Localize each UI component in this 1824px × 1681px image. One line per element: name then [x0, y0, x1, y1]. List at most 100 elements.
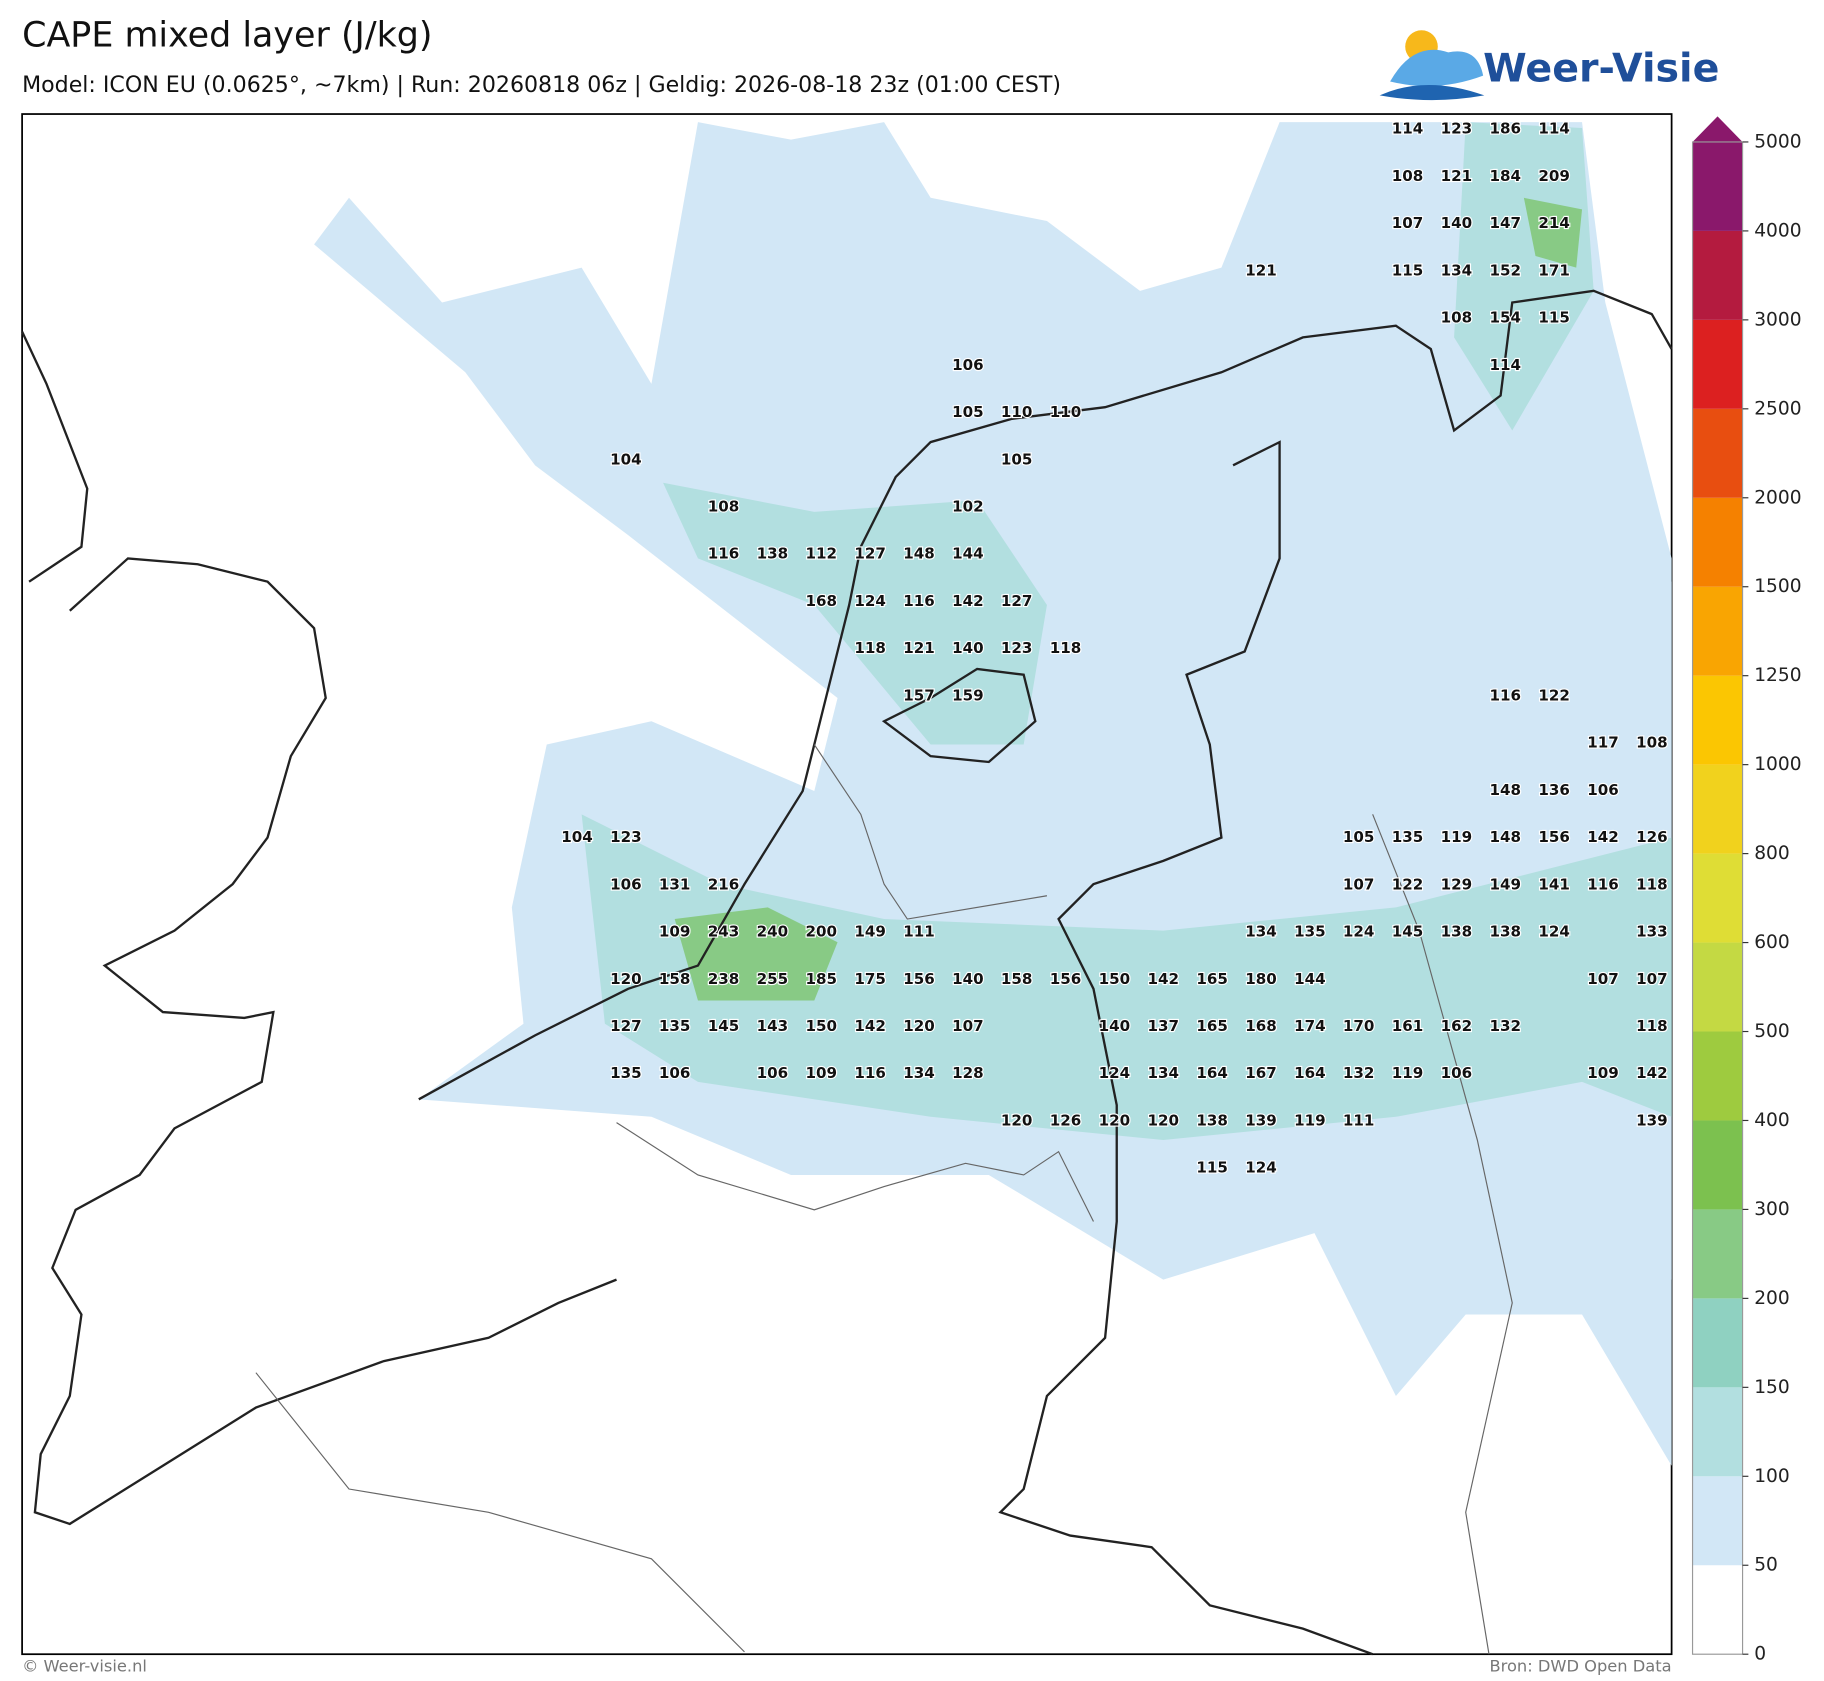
colorbar-tick-label: 200 [1754, 1288, 1790, 1309]
colorbar-tick-label: 800 [1754, 843, 1790, 864]
colorbar-segment [1692, 408, 1743, 498]
value-label: 116 [1587, 875, 1619, 893]
colorbar-segment [1692, 1031, 1743, 1121]
value-label: 170 [1343, 1017, 1375, 1035]
value-label: 106 [610, 875, 642, 893]
value-label: 144 [952, 545, 984, 563]
value-label: 174 [1294, 1017, 1326, 1035]
colorbar-segment [1692, 853, 1743, 943]
value-label: 107 [1343, 875, 1375, 893]
value-label: 185 [805, 970, 837, 988]
value-label: 164 [1196, 1064, 1228, 1082]
value-label: 158 [659, 970, 691, 988]
value-label: 124 [1099, 1064, 1131, 1082]
value-label: 200 [805, 923, 837, 941]
colorbar-segment [1692, 141, 1743, 231]
cape-area [581, 814, 1672, 1141]
value-label: 141 [1538, 875, 1570, 893]
value-label: 106 [659, 1064, 691, 1082]
colorbar-segment [1692, 586, 1743, 676]
value-label: 102 [952, 497, 984, 515]
value-label: 114 [1392, 120, 1424, 138]
colorbar-tick-label: 4000 [1754, 220, 1801, 241]
value-label: 135 [659, 1017, 691, 1035]
value-label: 135 [1392, 828, 1424, 846]
value-label: 135 [1294, 923, 1326, 941]
value-label: 121 [903, 639, 935, 657]
value-label: 142 [854, 1017, 886, 1035]
value-label: 157 [903, 686, 935, 704]
value-label: 145 [708, 1017, 740, 1035]
value-label: 216 [708, 875, 740, 893]
value-label: 121 [1441, 167, 1473, 185]
value-label: 168 [805, 592, 837, 610]
value-label: 152 [1489, 261, 1521, 279]
value-label: 255 [757, 970, 789, 988]
value-label: 119 [1294, 1111, 1326, 1129]
value-label: 124 [1538, 923, 1570, 941]
cape-area [663, 482, 1047, 745]
value-label: 162 [1441, 1017, 1473, 1035]
value-label: 107 [952, 1017, 984, 1035]
value-label: 209 [1538, 167, 1570, 185]
colorbar-tick-label: 5000 [1754, 131, 1801, 152]
value-label: 120 [903, 1017, 935, 1035]
value-label: 127 [1001, 592, 1033, 610]
value-label: 150 [805, 1017, 837, 1035]
colorbar: 0 50 100 150 200 300 400 500 600 800 1000 1250 1500 2… [1691, 116, 1802, 1665]
value-label: 180 [1245, 970, 1277, 988]
value-label: 121 [1245, 261, 1277, 279]
value-label: 138 [1441, 923, 1473, 941]
value-label: 171 [1538, 261, 1570, 279]
value-label: 165 [1196, 1017, 1228, 1035]
value-label: 139 [1245, 1111, 1277, 1129]
value-label: 139 [1636, 1111, 1668, 1129]
value-label: 158 [1001, 970, 1033, 988]
coastline [21, 289, 1673, 1656]
value-label: 109 [1587, 1064, 1619, 1082]
value-label: 148 [1489, 828, 1521, 846]
colorbar-segment [1692, 1209, 1743, 1299]
value-label: 124 [1245, 1159, 1277, 1177]
footer-right: Bron: DWD Open Data [1489, 1657, 1671, 1676]
colorbar-segment [1692, 319, 1743, 409]
value-label: 118 [854, 639, 886, 657]
value-label: 238 [708, 970, 740, 988]
value-label: 127 [854, 545, 886, 563]
value-label: 142 [952, 592, 984, 610]
value-label: 142 [1147, 970, 1179, 988]
value-label: 126 [1050, 1111, 1082, 1129]
value-label: 109 [805, 1064, 837, 1082]
value-label: 108 [1392, 167, 1424, 185]
colorbar-tick-label: 400 [1754, 1110, 1790, 1131]
value-label: 134 [1441, 261, 1473, 279]
colorbar-tick-label: 2000 [1754, 487, 1801, 508]
value-label: 110 [1001, 403, 1033, 421]
colorbar-tick-label: 2500 [1754, 398, 1801, 419]
value-label: 120 [610, 970, 642, 988]
value-label: 167 [1245, 1064, 1277, 1082]
logo: Weer-Visie [1379, 30, 1719, 101]
value-label: 123 [1001, 639, 1033, 657]
value-label: 161 [1392, 1017, 1424, 1035]
colorbar-tick-label: 300 [1754, 1199, 1790, 1220]
value-label: 110 [1050, 403, 1082, 421]
value-label: 148 [1489, 781, 1521, 799]
value-label: 106 [1587, 781, 1619, 799]
value-label: 140 [1099, 1017, 1131, 1035]
value-label: 116 [903, 592, 935, 610]
value-label: 133 [1636, 923, 1668, 941]
cape-area [674, 907, 838, 1001]
border [255, 744, 1513, 1655]
value-label: 105 [952, 403, 984, 421]
value-label: 154 [1489, 309, 1521, 327]
value-label: 143 [757, 1017, 789, 1035]
colorbar-segment [1692, 942, 1743, 1032]
map [21, 113, 1673, 1656]
value-label: 107 [1392, 214, 1424, 232]
value-label: 107 [1636, 970, 1668, 988]
value-label: 108 [708, 497, 740, 515]
colorbar-tick-label: 100 [1754, 1466, 1790, 1487]
value-label: 186 [1489, 120, 1521, 138]
value-label: 116 [854, 1064, 886, 1082]
